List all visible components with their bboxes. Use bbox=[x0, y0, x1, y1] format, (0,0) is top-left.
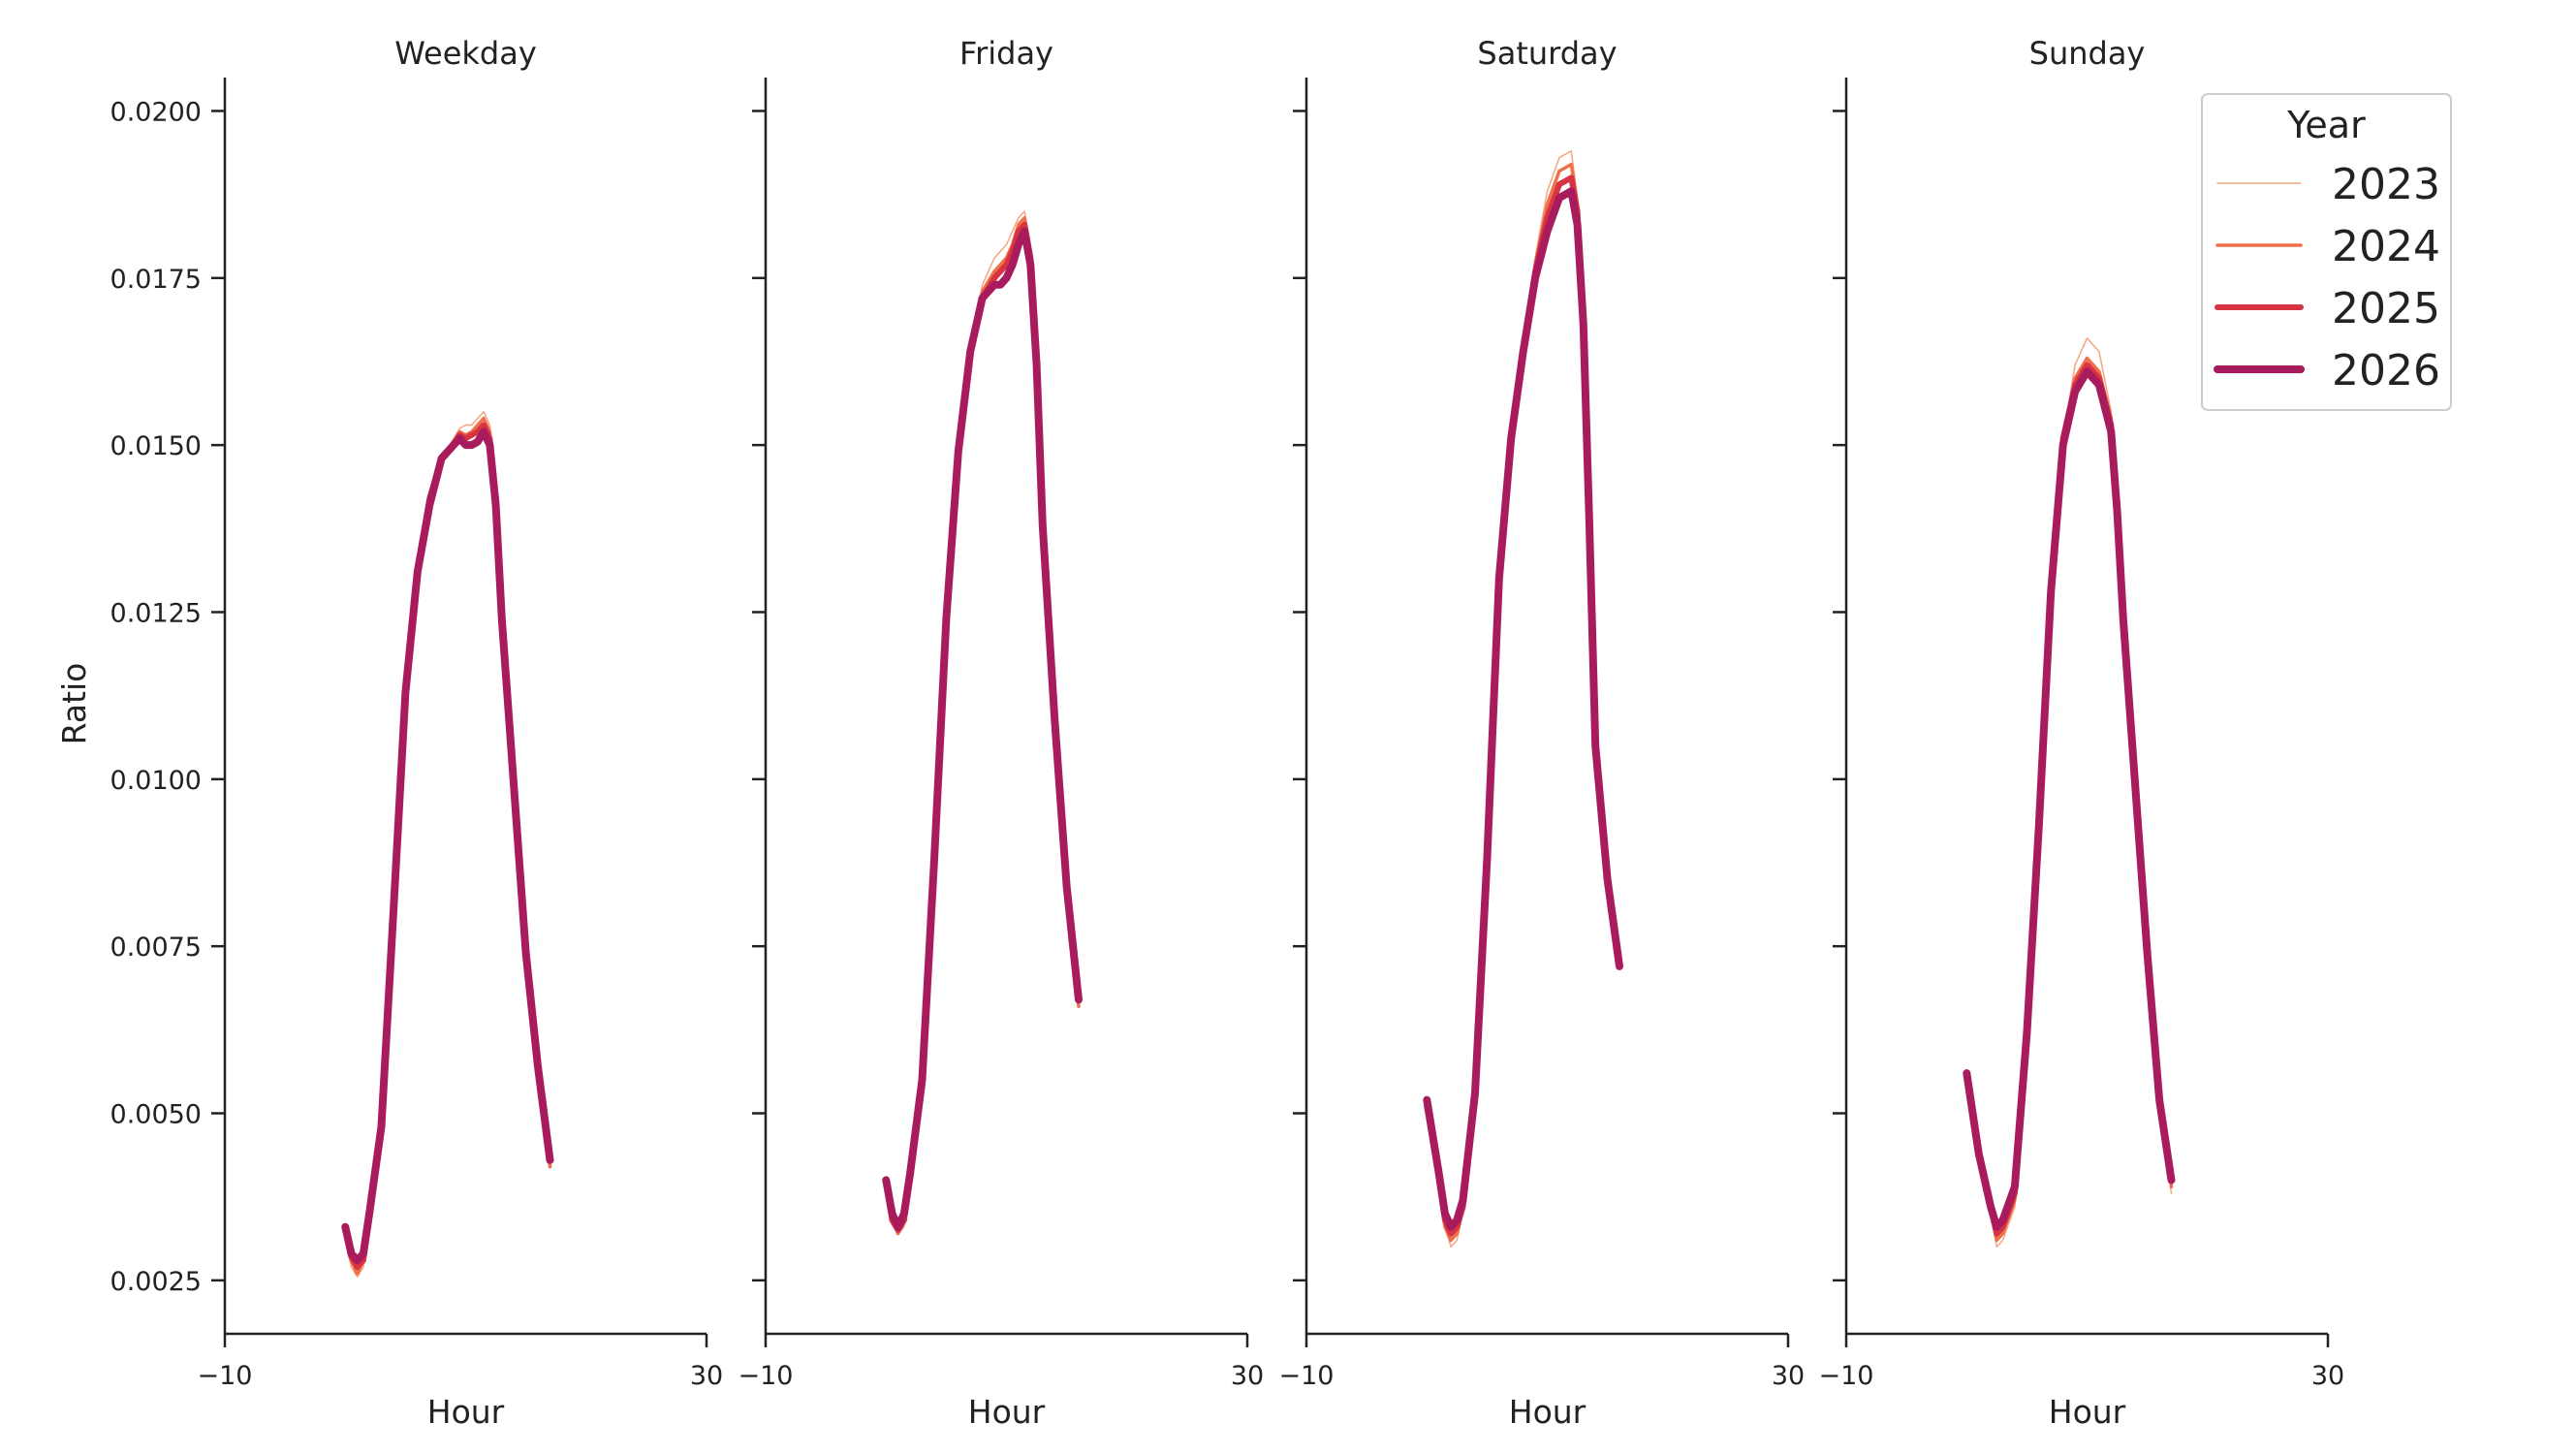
x-tick-label: 30 bbox=[690, 1361, 723, 1391]
panel-title: Saturday bbox=[1477, 35, 1617, 72]
legend-label-2023: 2023 bbox=[2332, 160, 2440, 209]
x-axis-label: Hour bbox=[1509, 1393, 1586, 1431]
x-tick-label: −10 bbox=[1819, 1361, 1874, 1391]
legend-box bbox=[2201, 93, 2452, 411]
series-line-2025 bbox=[1963, 362, 2175, 1237]
x-tick-label: −10 bbox=[1279, 1361, 1335, 1391]
y-tick-label: 0.0050 bbox=[110, 1100, 202, 1130]
series-line-2025 bbox=[883, 221, 1082, 1234]
panel-title: Sunday bbox=[2029, 35, 2146, 72]
legend-label-2024: 2024 bbox=[2332, 222, 2440, 271]
legend-label-2025: 2025 bbox=[2332, 284, 2440, 333]
panel-sunday: Sunday −10 30 Hour bbox=[1819, 35, 2345, 1431]
series-line-2024 bbox=[884, 216, 1081, 1236]
series-line-2026 bbox=[341, 427, 554, 1265]
panels: Weekday 0.0025 0.0050 0.0075 0.0100 0.0125 0.0… bbox=[110, 35, 2345, 1431]
panel-title: Friday bbox=[959, 35, 1053, 72]
y-tick-label: 0.0025 bbox=[110, 1267, 202, 1297]
panel-weekday: Weekday 0.0025 0.0050 0.0075 0.0100 0.0125 0.0… bbox=[110, 35, 724, 1431]
x-tick-label: 30 bbox=[1772, 1361, 1805, 1391]
x-axis-label: Hour bbox=[968, 1393, 1046, 1431]
series-line-2026 bbox=[1963, 367, 2176, 1231]
series-line-2023 bbox=[1965, 337, 2173, 1249]
y-tick-label: 0.0175 bbox=[110, 265, 202, 295]
y-tick-label: 0.0075 bbox=[110, 932, 202, 963]
series-line-2024 bbox=[1964, 356, 2174, 1243]
legend: Year 2023 2024 2025 2026 bbox=[2201, 93, 2452, 411]
y-tick-label: 0.0100 bbox=[110, 766, 202, 796]
panel-friday: Friday −10 30 Hour bbox=[738, 35, 1265, 1431]
x-tick-label: 30 bbox=[2311, 1361, 2344, 1391]
x-axis-label: Hour bbox=[427, 1393, 505, 1431]
x-tick-label: −10 bbox=[198, 1361, 253, 1391]
y-tick-label: 0.0150 bbox=[110, 431, 202, 461]
panel-saturday: Saturday −10 30 Hour bbox=[1279, 35, 1806, 1431]
series-line-2026 bbox=[882, 227, 1083, 1231]
x-tick-label: −10 bbox=[738, 1361, 794, 1391]
x-axis-label: Hour bbox=[2049, 1393, 2126, 1431]
y-tick-label: 0.0200 bbox=[110, 97, 202, 127]
legend-title: Year bbox=[2286, 104, 2366, 146]
series-line-2026 bbox=[1423, 187, 1623, 1231]
x-tick-label: 30 bbox=[1231, 1361, 1264, 1391]
legend-label-2026: 2026 bbox=[2332, 346, 2440, 395]
panel-title: Weekday bbox=[394, 35, 537, 72]
series-line-2023 bbox=[885, 210, 1080, 1235]
y-tick-label: 0.0125 bbox=[110, 598, 202, 628]
y-axis-label: Ratio bbox=[55, 663, 93, 745]
